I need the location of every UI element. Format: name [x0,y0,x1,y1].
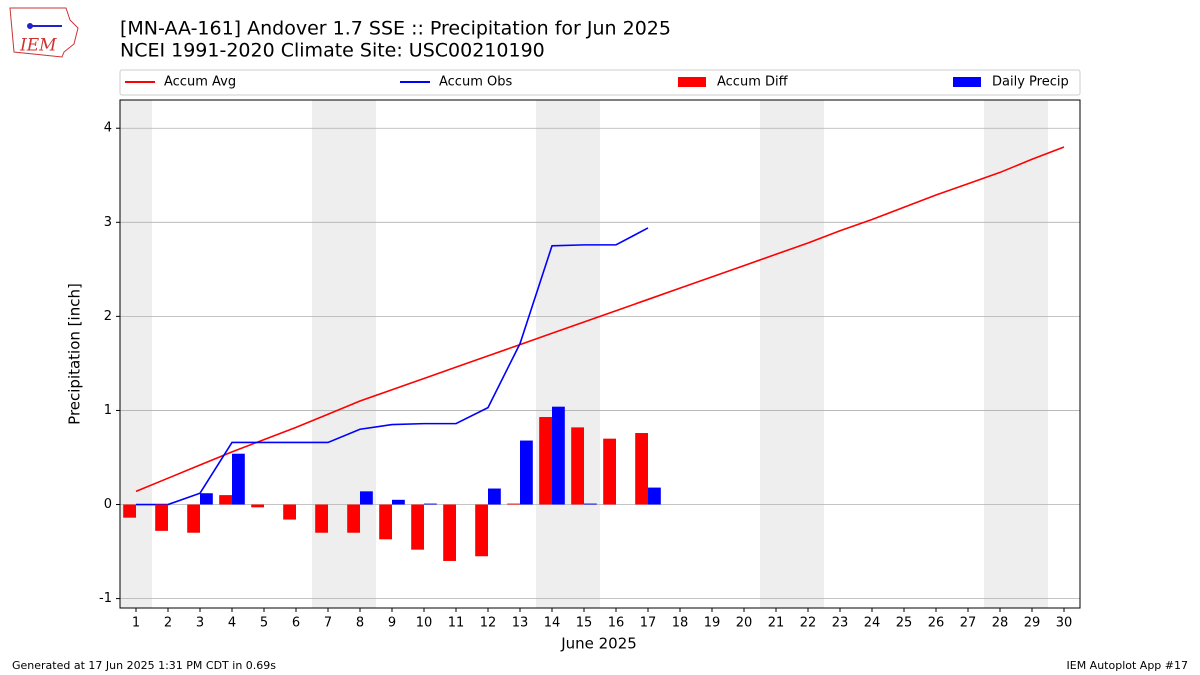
bar [411,504,424,550]
y-tick-label: 0 [104,497,112,512]
bar [603,438,616,505]
x-tick-label: 9 [388,616,396,631]
x-tick-label: 30 [1056,616,1073,631]
bar [475,504,488,557]
bar [520,440,533,505]
legend-label: Accum Obs [439,75,512,90]
bar [635,433,648,505]
bar [392,499,405,505]
bar [424,503,437,505]
bar [488,488,501,505]
x-tick-label: 13 [512,616,529,631]
weekend-shade [984,100,1048,608]
x-tick-label: 14 [544,616,561,631]
y-tick-label: 3 [104,215,112,230]
x-tick-label: 26 [928,616,945,631]
bar [648,487,661,505]
logo-outline [9,7,79,58]
bar [379,504,392,540]
x-tick-label: 3 [196,616,204,631]
bar [552,406,565,505]
y-tick-label: 4 [104,121,112,136]
footer-right: IEM Autoplot App #17 [1067,659,1189,672]
x-tick-label: 10 [416,616,433,631]
chart-title: [MN-AA-161] Andover 1.7 SSE :: Precipita… [120,18,671,40]
bar [232,453,245,505]
bar [123,504,136,518]
legend-label: Daily Precip [992,75,1069,90]
x-tick-label: 22 [800,616,817,631]
bar [360,491,373,505]
x-tick-label: 7 [324,616,332,631]
x-tick-label: 27 [960,616,977,631]
bar [507,503,520,505]
x-tick-label: 11 [448,616,465,631]
x-tick-label: 20 [736,616,753,631]
x-tick-label: 21 [768,616,785,631]
x-tick-label: 8 [356,616,364,631]
logo-icon [27,23,33,29]
bar [347,504,360,533]
x-tick-label: 5 [260,616,268,631]
x-tick-label: 28 [992,616,1009,631]
x-tick-label: 1 [132,616,140,631]
legend-swatch [953,77,981,87]
bar [283,504,296,520]
bar [443,504,456,561]
x-tick-label: 29 [1024,616,1041,631]
bar [571,427,584,505]
line [135,146,1065,493]
x-tick-label: 6 [292,616,300,631]
y-axis-label: Precipitation [inch] [66,283,84,425]
y-tick-label: 1 [104,403,112,418]
line [136,227,649,506]
bar [155,504,168,531]
legend-label: Accum Avg [164,75,236,90]
bar [251,504,264,508]
footer-left: Generated at 17 Jun 2025 1:31 PM CDT in … [12,659,276,672]
plot-frame [119,99,1081,609]
weekend-shade [536,100,600,608]
x-tick-label: 16 [608,616,625,631]
legend-box [119,69,1081,96]
x-tick-label: 24 [864,616,881,631]
legend-swatch [678,77,706,87]
x-tick-label: 23 [832,616,849,631]
legend-label: Accum Diff [717,75,789,90]
weekend-shade [120,100,152,608]
x-axis-label: June 2025 [560,635,637,653]
bar [187,504,200,533]
x-tick-label: 15 [576,616,593,631]
bar [200,493,213,505]
bar [219,495,232,505]
bar [584,503,597,505]
x-tick-label: 2 [164,616,172,631]
x-tick-label: 19 [704,616,721,631]
x-tick-label: 18 [672,616,689,631]
y-tick-label: -1 [99,591,112,606]
weekend-shade [760,100,824,608]
logo-text: IEM [19,36,57,56]
x-tick-label: 25 [896,616,913,631]
bar [539,417,552,505]
chart-subtitle: NCEI 1991-2020 Climate Site: USC00210190 [120,40,545,62]
logo: IEM [9,7,79,58]
x-tick-label: 4 [228,616,236,631]
y-tick-label: 2 [104,309,112,324]
bar [315,504,328,533]
x-tick-label: 17 [640,616,657,631]
x-tick-label: 12 [480,616,497,631]
